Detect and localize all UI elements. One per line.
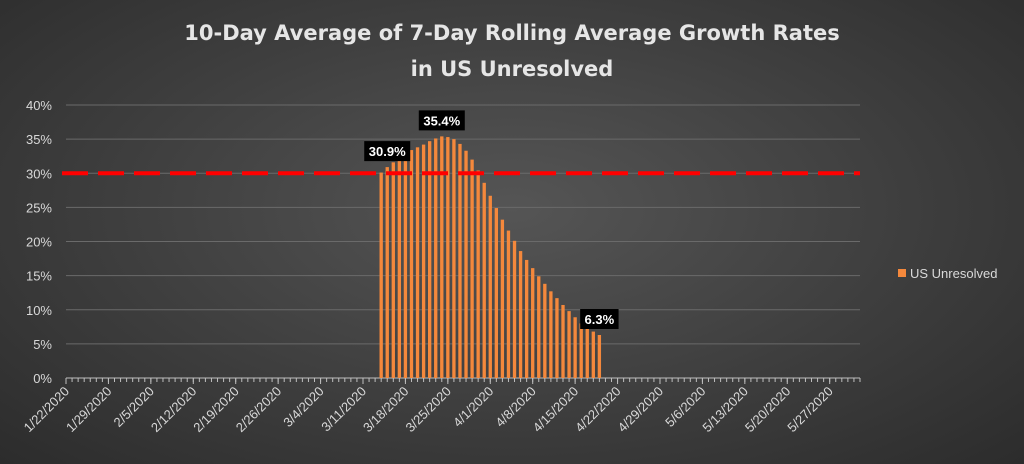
data-label: 6.3% bbox=[585, 312, 615, 327]
x-tick-label: 3/25/2020 bbox=[402, 384, 454, 436]
x-tick-label: 1/29/2020 bbox=[63, 384, 115, 436]
bar bbox=[403, 153, 408, 378]
x-tick-label: 4/15/2020 bbox=[530, 384, 582, 436]
y-tick-label: 35% bbox=[26, 132, 52, 147]
bar bbox=[427, 141, 432, 378]
bar bbox=[524, 259, 529, 378]
bar bbox=[434, 138, 438, 378]
bar bbox=[573, 317, 577, 378]
bar bbox=[555, 298, 559, 378]
bar bbox=[440, 136, 444, 378]
bar bbox=[494, 208, 499, 378]
x-tick-label: 4/1/2020 bbox=[450, 384, 496, 430]
x-tick-label: 2/19/2020 bbox=[190, 384, 242, 436]
data-label: 30.9% bbox=[369, 144, 406, 159]
y-tick-label: 10% bbox=[26, 303, 52, 318]
bar bbox=[597, 335, 602, 378]
bar bbox=[585, 328, 589, 378]
x-tick-label: 3/18/2020 bbox=[360, 384, 412, 436]
x-tick-label: 5/20/2020 bbox=[742, 384, 794, 436]
chart-title-line-1: 10-Day Average of 7-Day Rolling Average … bbox=[184, 21, 839, 45]
y-tick-label: 25% bbox=[26, 200, 52, 215]
bar bbox=[476, 170, 480, 378]
bar bbox=[470, 159, 474, 378]
bar bbox=[385, 167, 389, 378]
bar bbox=[446, 137, 450, 378]
x-tick-label: 2/12/2020 bbox=[148, 384, 200, 436]
bar bbox=[549, 291, 553, 378]
bar bbox=[518, 251, 523, 378]
y-tick-label: 20% bbox=[26, 235, 52, 250]
data-label-box bbox=[580, 309, 619, 330]
bar bbox=[391, 162, 395, 378]
bar bbox=[591, 331, 595, 378]
bar bbox=[464, 150, 468, 378]
bar bbox=[409, 150, 414, 378]
y-tick-label: 30% bbox=[26, 166, 52, 181]
bar bbox=[379, 172, 383, 378]
bar bbox=[531, 268, 535, 378]
bar bbox=[482, 182, 486, 378]
y-tick-label: 15% bbox=[26, 269, 52, 284]
bar bbox=[506, 230, 511, 378]
bar bbox=[512, 240, 517, 378]
y-tick-label: 5% bbox=[33, 337, 52, 352]
bar bbox=[415, 147, 420, 378]
bar bbox=[452, 139, 456, 378]
x-tick-label: 4/29/2020 bbox=[615, 384, 667, 436]
y-tick-label: 0% bbox=[33, 371, 52, 386]
x-tick-label: 2/26/2020 bbox=[233, 384, 285, 436]
bar bbox=[543, 283, 547, 378]
x-tick-label: 4/22/2020 bbox=[572, 384, 624, 436]
bar bbox=[458, 143, 462, 378]
data-label-box bbox=[364, 141, 411, 162]
bar bbox=[421, 144, 426, 378]
bar bbox=[561, 304, 565, 378]
y-tick-label: 40% bbox=[26, 98, 52, 113]
x-tick-label: 5/27/2020 bbox=[784, 384, 836, 436]
bar bbox=[567, 311, 571, 378]
data-label: 35.4% bbox=[423, 113, 460, 128]
bar bbox=[579, 323, 583, 378]
data-label-box bbox=[418, 110, 465, 131]
legend: US Unresolved bbox=[898, 266, 997, 281]
bar bbox=[500, 219, 505, 378]
bar bbox=[537, 276, 541, 378]
bar bbox=[488, 195, 492, 378]
bar bbox=[397, 157, 402, 378]
legend-label: US Unresolved bbox=[910, 266, 997, 281]
legend-swatch bbox=[898, 269, 906, 277]
plot-area: 0% 5% 10% 15% 20% 25% 30% 35% 40% 1/22/20201/29/2… bbox=[21, 98, 861, 436]
x-tick-label: 1/22/2020 bbox=[21, 384, 73, 436]
x-tick-label: 5/13/2020 bbox=[699, 384, 751, 436]
chart-title-line-2: in US Unresolved bbox=[411, 57, 614, 81]
